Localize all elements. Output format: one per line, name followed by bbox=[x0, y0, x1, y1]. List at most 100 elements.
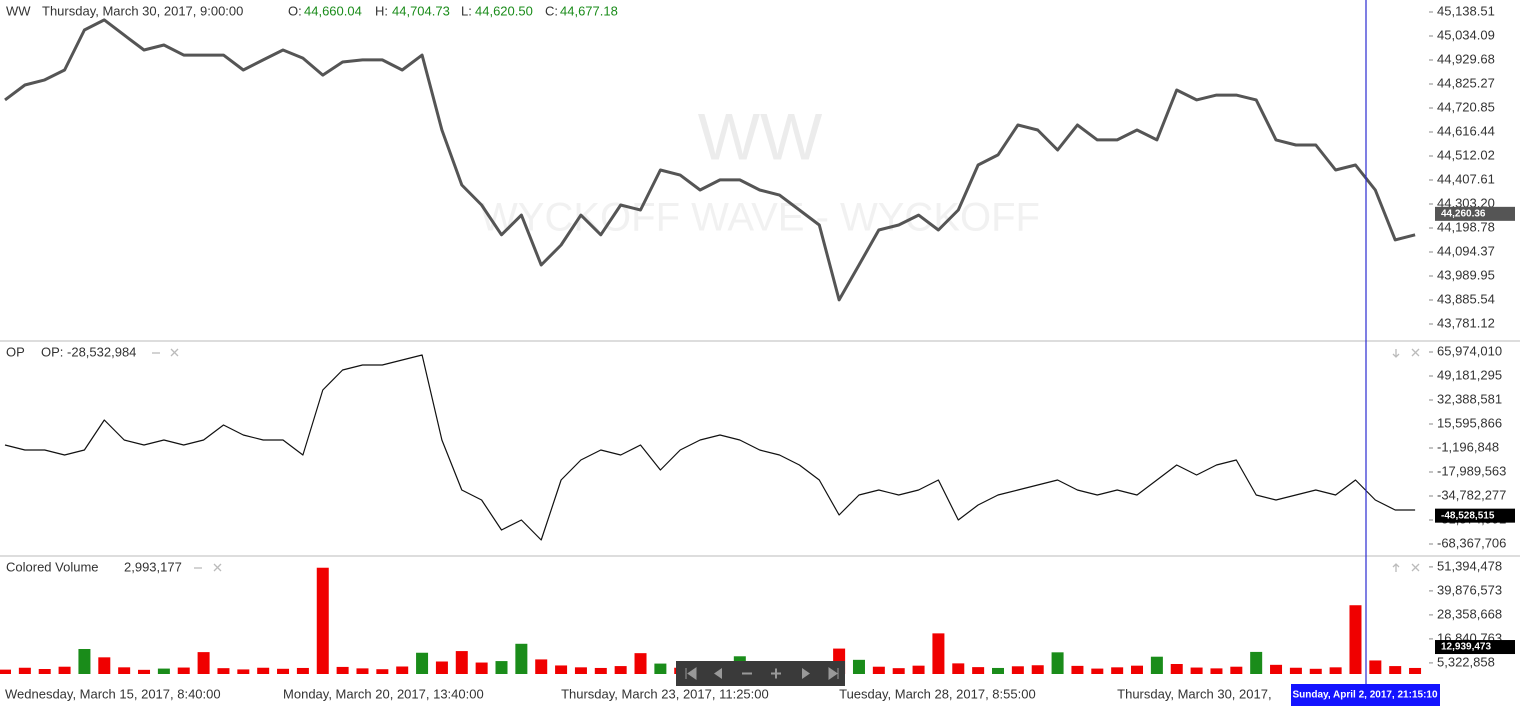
y-tick-label: 44,929.68 bbox=[1437, 51, 1495, 66]
y-tick-label: 44,512.02 bbox=[1437, 147, 1495, 162]
volume-bar bbox=[1011, 666, 1024, 674]
volume-bar bbox=[1409, 667, 1422, 674]
volume-bar bbox=[634, 653, 647, 674]
x-tick-label: Monday, March 20, 2017, 13:40:00 bbox=[283, 686, 484, 701]
volume-bar bbox=[177, 667, 190, 674]
y-tick-label: 44,303.20 bbox=[1437, 195, 1495, 210]
y-tick-label: 44,720.85 bbox=[1437, 99, 1495, 114]
volume-bar bbox=[1071, 665, 1084, 674]
volume-bar bbox=[197, 652, 210, 674]
volume-bar bbox=[1190, 667, 1203, 674]
date-readout: Thursday, March 30, 2017, 9:00:00 bbox=[42, 3, 243, 18]
pane-title: WW bbox=[6, 3, 31, 18]
last-value-label: 44,260.36 bbox=[1441, 208, 1486, 219]
x-tick-label: Thursday, March 30, 2017, bbox=[1117, 686, 1271, 701]
price-line bbox=[4, 354, 1416, 541]
volume-bar bbox=[555, 665, 568, 674]
ohlc-label: O: bbox=[288, 3, 302, 18]
volume-bar bbox=[18, 667, 31, 674]
y-tick-label: 51,394,478 bbox=[1437, 558, 1502, 573]
last-value-badge bbox=[1435, 206, 1515, 221]
volume-bar bbox=[1349, 605, 1362, 674]
volume-bar bbox=[535, 659, 548, 674]
nav-zoom-in[interactable] bbox=[771, 668, 781, 679]
volume-bar bbox=[277, 668, 290, 674]
volume-bar bbox=[257, 667, 270, 674]
volume-bar bbox=[58, 666, 71, 674]
volume-bar bbox=[356, 668, 369, 674]
volume-bar bbox=[852, 659, 865, 674]
nav-background bbox=[676, 661, 845, 686]
ohlc-label: L: bbox=[461, 3, 472, 18]
watermark: WW bbox=[698, 99, 823, 173]
ohlc-value: 44,704.73 bbox=[392, 3, 450, 18]
x-tick-label: Thursday, March 23, 2017, 11:25:00 bbox=[561, 686, 769, 701]
y-tick-label: 43,989.95 bbox=[1437, 267, 1495, 282]
move-down-icon[interactable] bbox=[1392, 349, 1400, 358]
x-tick-label: Tuesday, March 28, 2017, 8:55:00 bbox=[839, 686, 1036, 701]
price-line bbox=[4, 18, 1416, 302]
y-tick-label: 44,198.78 bbox=[1437, 219, 1495, 234]
volume-bar bbox=[118, 667, 131, 674]
y-tick-label: 44,825.27 bbox=[1437, 75, 1495, 90]
volume-bar bbox=[654, 663, 667, 674]
ohlc-label: C: bbox=[545, 3, 558, 18]
volume-bar bbox=[912, 665, 925, 674]
y-tick-label: 44,616.44 bbox=[1437, 123, 1495, 138]
volume-bar bbox=[1329, 667, 1342, 674]
volume-bar bbox=[1270, 664, 1283, 674]
volume-bar bbox=[614, 666, 627, 674]
volume-bar bbox=[992, 667, 1004, 674]
volume-bar bbox=[1051, 652, 1064, 674]
y-tick-label: 44,094.37 bbox=[1437, 243, 1495, 258]
navigation-bar[interactable] bbox=[676, 661, 845, 686]
watermark-subtitle: WYCKOFF WAVE - WYCKOFF bbox=[480, 196, 1040, 240]
y-tick-label: 15,595,866 bbox=[1437, 415, 1502, 430]
last-value-label: -48,528,515 bbox=[1441, 510, 1495, 521]
close-icon[interactable] bbox=[170, 348, 179, 357]
volume-bar bbox=[98, 657, 111, 674]
volume-bar bbox=[416, 652, 429, 674]
y-tick-label: 65,974,010 bbox=[1437, 343, 1502, 358]
nav-first[interactable] bbox=[685, 667, 697, 680]
x-tick-label: Wednesday, March 15, 2017, 8:40:00 bbox=[5, 686, 221, 701]
volume-bar bbox=[932, 633, 945, 674]
y-tick-label: 45,138.51 bbox=[1437, 3, 1495, 18]
volume-bar bbox=[1091, 668, 1104, 674]
volume-bar bbox=[316, 567, 329, 674]
nav-last[interactable] bbox=[828, 667, 839, 680]
close-icon[interactable] bbox=[213, 563, 222, 572]
volume-bar bbox=[1369, 660, 1382, 674]
volume-bar bbox=[78, 648, 91, 674]
y-tick-label: 39,876,573 bbox=[1437, 582, 1502, 597]
last-value-label: 12,939,473 bbox=[1441, 642, 1491, 653]
nav-back[interactable] bbox=[714, 668, 722, 679]
close-icon[interactable] bbox=[1411, 563, 1420, 572]
y-tick-label: -17,989,563 bbox=[1437, 463, 1506, 478]
volume-bar bbox=[1289, 667, 1302, 674]
y-tick-label: 44,407.61 bbox=[1437, 171, 1495, 186]
volume-bar bbox=[1111, 667, 1124, 674]
y-tick-label: 28,358,668 bbox=[1437, 606, 1502, 621]
ohlc-value: 44,620.50 bbox=[475, 3, 533, 18]
y-tick-label: 49,181,295 bbox=[1437, 367, 1502, 382]
y-tick-label: 43,781.12 bbox=[1437, 315, 1495, 330]
value-readout: 2,993,177 bbox=[124, 559, 182, 574]
volume-bar bbox=[1250, 651, 1263, 674]
volume-bar bbox=[1309, 668, 1322, 674]
pane-controls[interactable] bbox=[152, 348, 1420, 572]
y-tick-label: -68,367,706 bbox=[1437, 535, 1506, 550]
last-value-badge bbox=[1435, 508, 1515, 523]
close-icon[interactable] bbox=[1411, 348, 1420, 357]
value-readout: OP: -28,532,984 bbox=[41, 344, 136, 359]
volume-bar bbox=[396, 666, 409, 674]
volume-bar bbox=[872, 666, 885, 674]
volume-bar bbox=[495, 661, 508, 674]
nav-forward[interactable] bbox=[802, 668, 810, 679]
volume-bar bbox=[455, 651, 468, 674]
volume-bar bbox=[1210, 668, 1223, 674]
volume-bar bbox=[1230, 666, 1243, 674]
move-up-icon[interactable] bbox=[1392, 563, 1400, 572]
volume-bar bbox=[217, 668, 230, 674]
ohlc-value: 44,677.18 bbox=[560, 3, 618, 18]
